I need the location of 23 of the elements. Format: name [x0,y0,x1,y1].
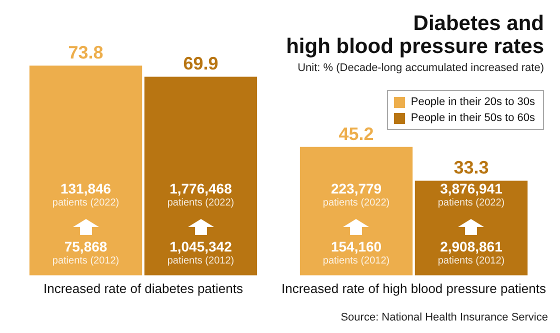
data-label: 33.3 [454,158,489,178]
x-tick-label: Increased rate of high blood pressure patients [281,280,546,296]
annotation: 75,868 patients (2012) [52,238,120,266]
annotation: 223,779 patients (2022) [322,180,390,208]
bar [300,146,413,276]
x-tick-label: Increased rate of diabetes patients [44,280,244,296]
data-label: 73.8 [68,42,104,63]
source-note: Source: National Health Insurance Service [340,312,548,324]
chart-subtitle: Unit: % (Decade-long accumulated increased rate) [296,62,544,74]
annotation: 1,045,342 patients (2012) [167,238,234,266]
data-label: 45.2 [338,124,374,144]
bar [29,66,142,276]
annotation: 3,876,941 patients (2022) [438,180,505,208]
bar [414,180,528,276]
annotation: 131,846 patients (2022) [52,180,120,208]
annotation: 1,776,468 patients (2022) [167,180,234,208]
legend-label: People in their 20s to 30s [410,95,535,110]
bar [144,76,258,276]
legend-label: People in their 50s to 60s [410,111,535,126]
annotation: 2,908,861 patients (2012) [438,238,505,266]
data-label: 69.9 [183,54,218,74]
annotation: 154,160 patients (2012) [322,238,390,266]
chart-title: Diabetes and high blood pressure rates [286,12,544,58]
